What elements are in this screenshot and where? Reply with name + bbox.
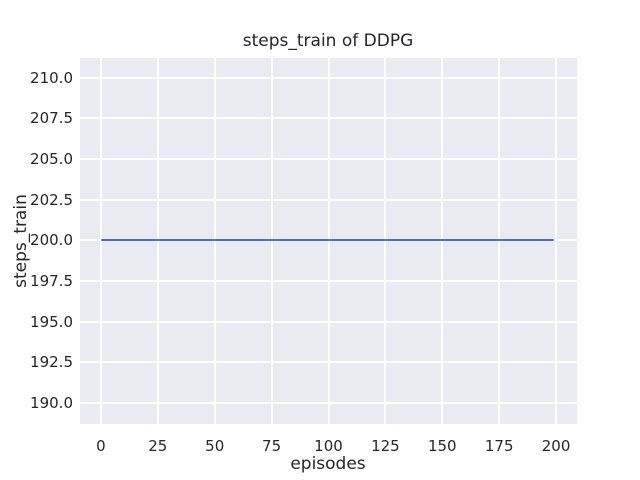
x-tick-label: 150 <box>427 437 457 455</box>
x-axis-label: episodes <box>290 454 366 474</box>
y-tick-label: 197.5 <box>30 271 73 290</box>
y-tick-label: 195.0 <box>30 312 73 331</box>
x-tick-label: 50 <box>205 437 225 455</box>
x-tick-label: 0 <box>96 437 106 455</box>
y-tick-label: 207.5 <box>30 109 73 128</box>
y-tick-label: 210.0 <box>30 68 73 87</box>
x-tick-label: 200 <box>541 437 571 455</box>
x-tick-label: 125 <box>371 437 400 455</box>
x-tick-label: 175 <box>484 437 514 455</box>
chart-title: steps_train of DDPG <box>242 31 414 51</box>
plot-area <box>80 58 577 424</box>
y-tick-label: 190.0 <box>30 393 73 412</box>
y-tick-label: 192.5 <box>30 353 73 372</box>
data-line-steps_train <box>100 238 554 242</box>
gridline-vertical <box>99 58 102 424</box>
x-tick-label: 75 <box>262 437 282 455</box>
gridline-vertical <box>555 58 558 424</box>
x-tick-label: 25 <box>148 437 168 455</box>
x-tick-label: 100 <box>314 437 343 455</box>
y-tick-label: 200.0 <box>30 231 73 250</box>
y-tick-label: 205.0 <box>30 149 73 168</box>
y-tick-label: 202.5 <box>30 190 73 209</box>
